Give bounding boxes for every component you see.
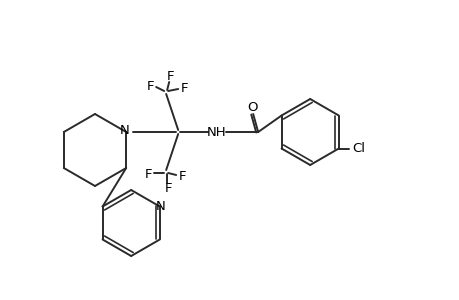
Text: N: N	[119, 124, 129, 136]
Text: F: F	[164, 182, 172, 196]
Text: F: F	[144, 167, 151, 181]
Text: O: O	[246, 100, 257, 113]
Text: F: F	[178, 169, 185, 182]
Text: Cl: Cl	[352, 142, 364, 155]
Text: NH: NH	[206, 125, 225, 139]
Text: F: F	[180, 82, 188, 94]
Text: N: N	[156, 200, 165, 213]
Text: F: F	[166, 70, 174, 83]
Text: F: F	[146, 80, 154, 92]
